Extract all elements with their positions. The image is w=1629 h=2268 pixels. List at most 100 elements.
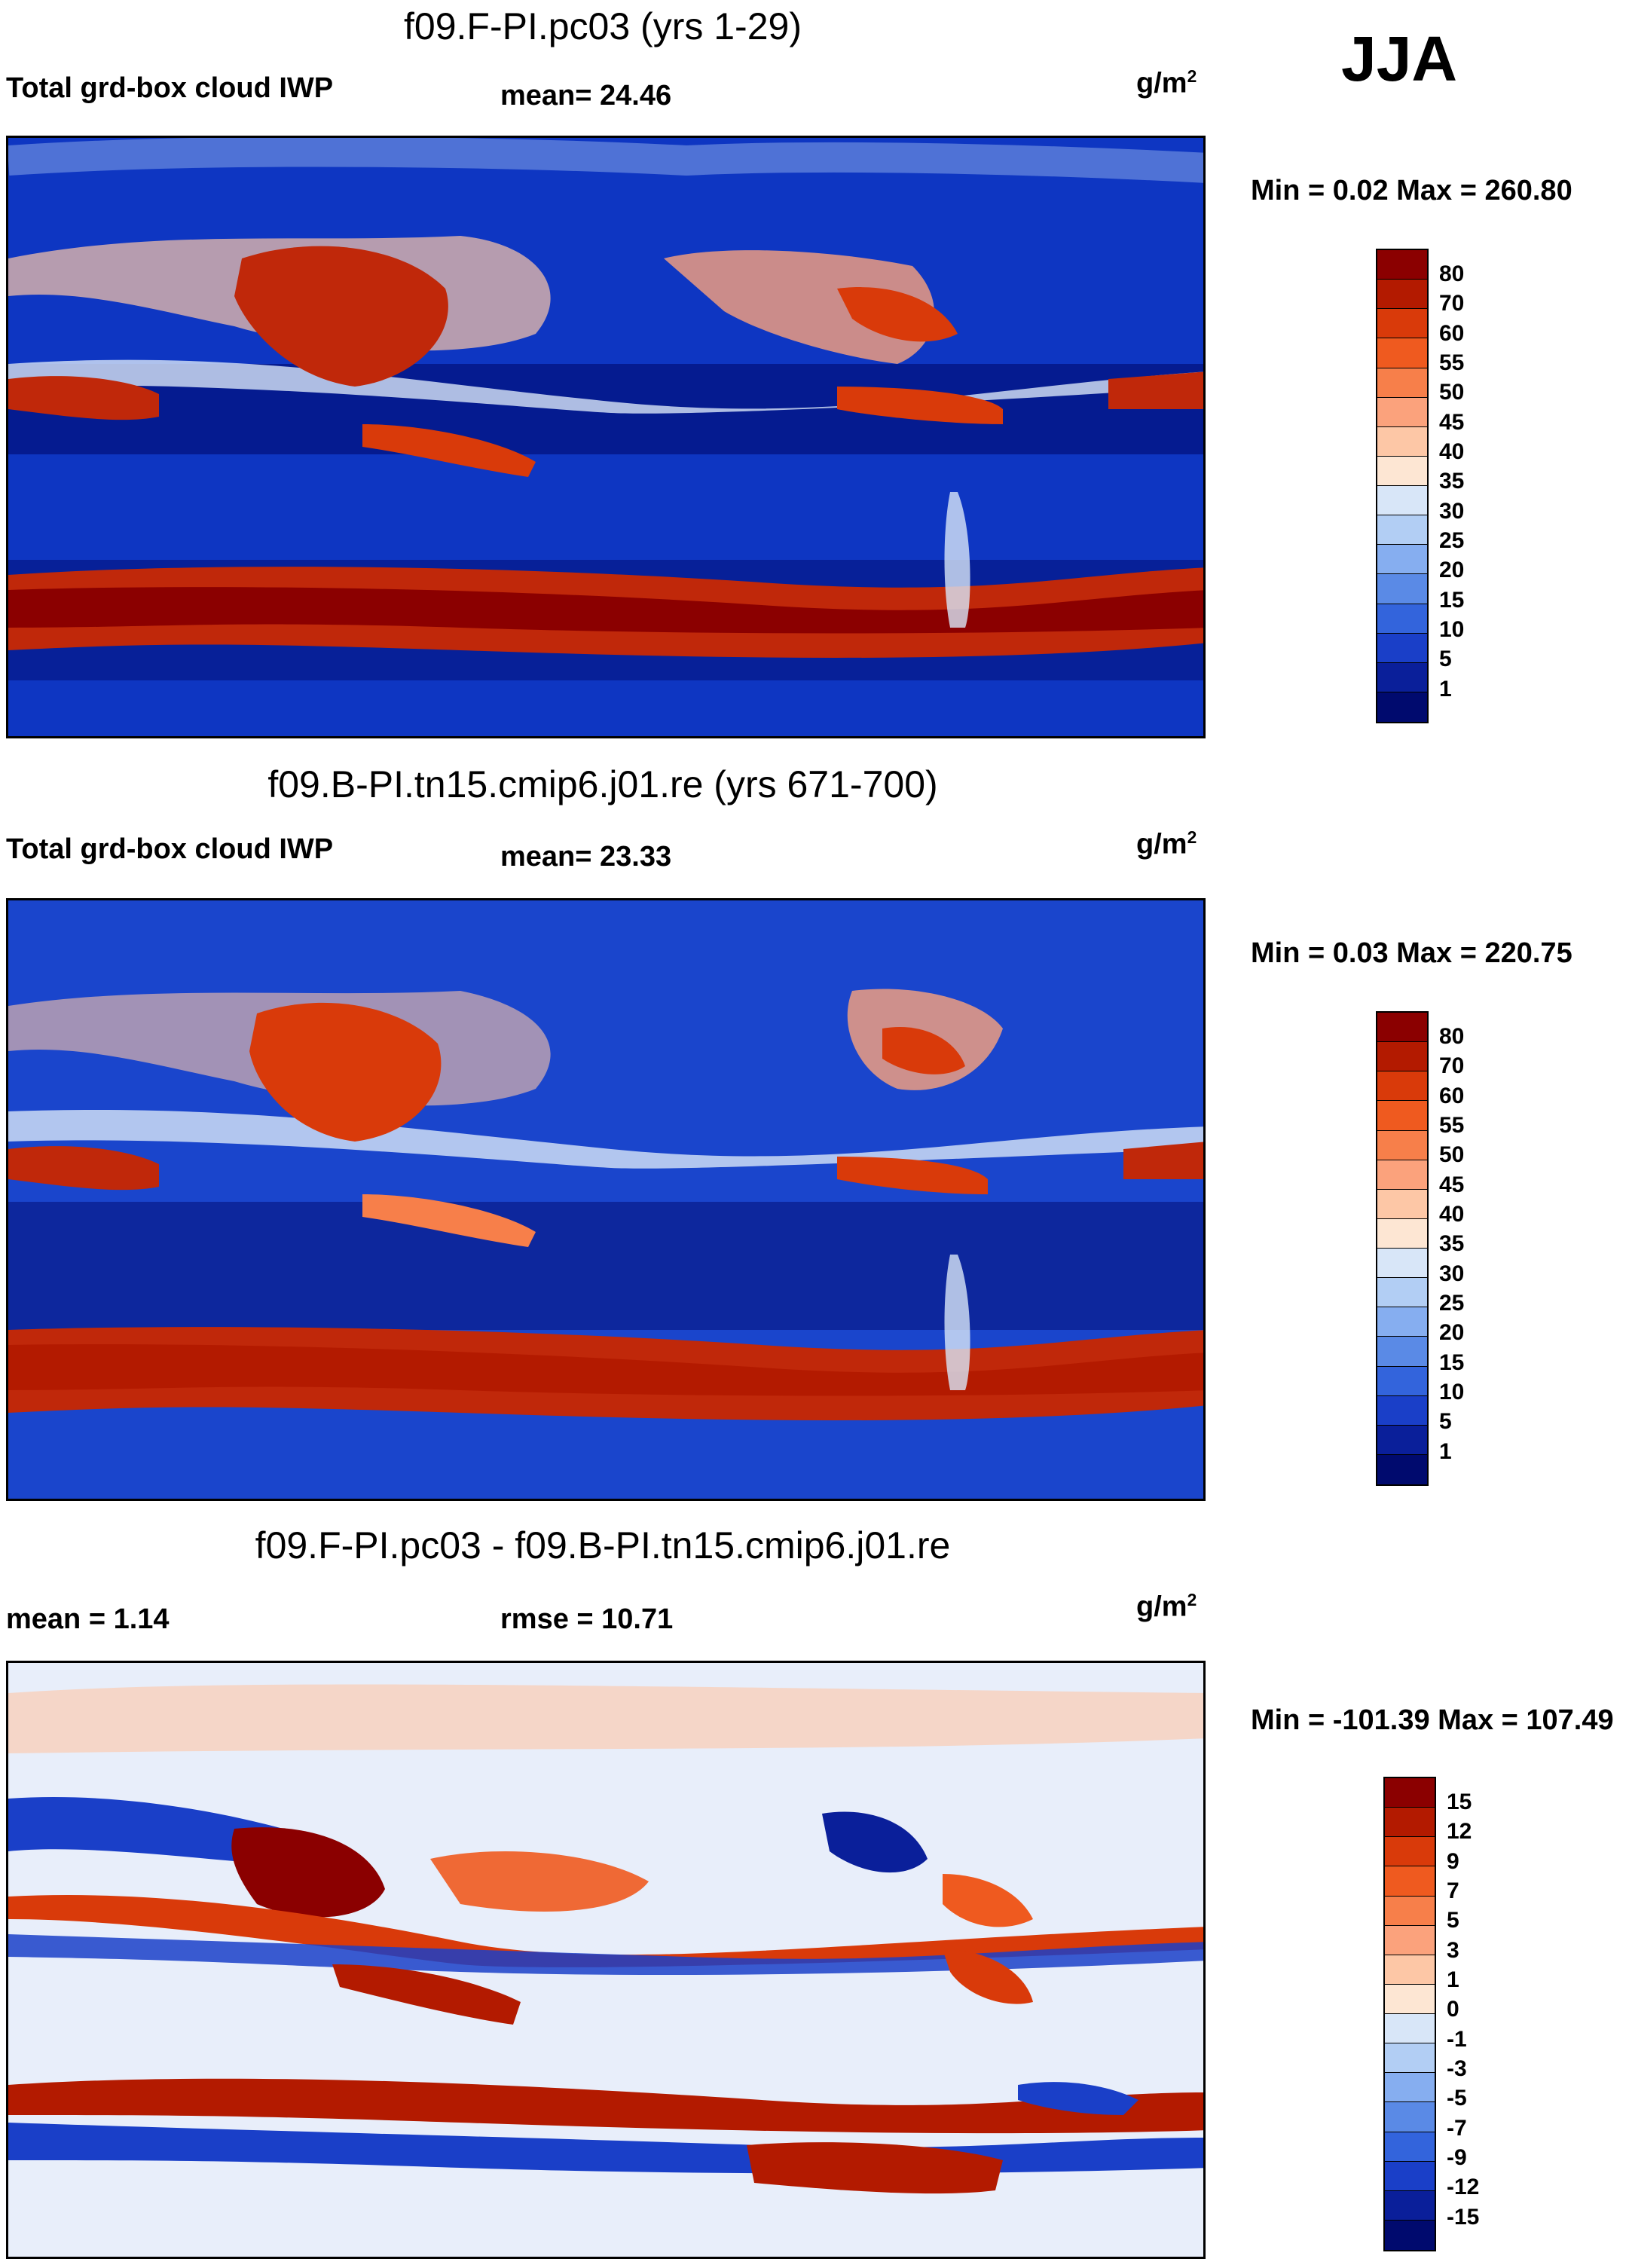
colorbar-swatch — [1385, 2220, 1435, 2250]
colorbar-swatch — [1377, 1307, 1427, 1337]
panel-1-map-field — [8, 138, 1203, 736]
colorbar-tick-label: 5 — [1439, 646, 1452, 671]
colorbar-tick-label: 1 — [1439, 1439, 1452, 1464]
panel-2-units-exp: 2 — [1187, 827, 1197, 847]
panel-1-units-base: g/m — [1136, 67, 1187, 99]
colorbar-swatch — [1385, 1925, 1435, 1955]
colorbar-tick-label: 9 — [1447, 1849, 1459, 1874]
colorbar-tick-label: 15 — [1447, 1790, 1472, 1814]
panel-3-units-base: g/m — [1136, 1591, 1187, 1623]
colorbar-tick-label: 1 — [1447, 1967, 1459, 1992]
colorbar-tick-label: -7 — [1447, 2116, 1467, 2141]
colorbar-swatch — [1377, 397, 1427, 427]
panel-3-units: g/m2 — [1136, 1590, 1197, 1624]
colorbar-swatch — [1385, 1984, 1435, 2014]
colorbar-tick-label: -1 — [1447, 2027, 1467, 2052]
colorbar-swatch — [1385, 2043, 1435, 2074]
colorbar-swatch — [1377, 662, 1427, 692]
colorbar-swatch — [1385, 2073, 1435, 2103]
colorbar-swatch — [1377, 426, 1427, 457]
panel-1-title: f09.F-PI.pc03 (yrs 1-29) — [404, 5, 802, 47]
colorbar-swatch — [1377, 1160, 1427, 1190]
panel-3-rmse-label: rmse = 10.71 — [500, 1603, 674, 1635]
season-label: JJA — [1341, 23, 1458, 94]
colorbar-tick-label: 40 — [1439, 1202, 1465, 1227]
colorbar-swatch — [1377, 486, 1427, 516]
panel-3-units-exp: 2 — [1187, 1590, 1197, 1609]
panel-2-minmax: Min = 0.03 Max = 220.75 — [1251, 937, 1572, 969]
colorbar-tick-label: 15 — [1439, 588, 1465, 613]
colorbar-swatch — [1377, 1249, 1427, 1279]
panel-2-map — [6, 898, 1206, 1501]
colorbar-tick-label: -15 — [1447, 2205, 1480, 2230]
colorbar-tick-label: -3 — [1447, 2056, 1467, 2081]
colorbar-swatch — [1385, 2014, 1435, 2044]
colorbar-swatch — [1377, 1278, 1427, 1308]
panel-3-map — [6, 1661, 1206, 2259]
colorbar-tick-label: 60 — [1439, 1084, 1465, 1108]
colorbar-tick-label: 15 — [1439, 1350, 1465, 1375]
colorbar-swatch — [1377, 633, 1427, 663]
colorbar-tick-label: -9 — [1447, 2145, 1467, 2170]
colorbar-swatch — [1377, 1425, 1427, 1455]
colorbar-tick-label: 80 — [1439, 261, 1465, 286]
colorbar-swatch — [1377, 338, 1427, 368]
panel-1-colorbar — [1376, 249, 1429, 723]
colorbar-swatch — [1385, 1837, 1435, 1867]
colorbar-tick-label: 55 — [1439, 350, 1465, 375]
panel-2-units: g/m2 — [1136, 827, 1197, 861]
colorbar-tick-label: 5 — [1447, 1908, 1459, 1933]
panel-3-mean-label: mean = 1.14 — [6, 1603, 170, 1635]
colorbar-tick-label: 50 — [1439, 380, 1465, 405]
colorbar-swatch — [1377, 1366, 1427, 1396]
panel-2-title: f09.B-PI.tn15.cmip6.j01.re (yrs 671-700) — [267, 763, 938, 805]
colorbar-swatch — [1377, 515, 1427, 546]
panel-2-units-base: g/m — [1136, 828, 1187, 860]
colorbar-swatch — [1385, 2102, 1435, 2132]
colorbar-tick-label: 30 — [1439, 1261, 1465, 1286]
colorbar-swatch — [1377, 574, 1427, 604]
panel-1-minmax: Min = 0.02 Max = 260.80 — [1251, 175, 1572, 206]
colorbar-tick-label: -12 — [1447, 2175, 1480, 2199]
colorbar-tick-label: 70 — [1439, 291, 1465, 316]
colorbar-tick-label: 7 — [1447, 1878, 1459, 1903]
panel-3-minmax: Min = -101.39 Max = 107.49 — [1251, 1704, 1614, 1736]
colorbar-swatch — [1377, 368, 1427, 398]
colorbar-tick-label: 5 — [1439, 1409, 1452, 1434]
colorbar-tick-label: 25 — [1439, 528, 1465, 553]
panel-2-variable-label: Total grd-box cloud IWP — [6, 833, 334, 865]
colorbar-tick-label: 50 — [1439, 1142, 1465, 1167]
panel-1-mean-label: mean= 24.46 — [500, 80, 672, 112]
panel-2-colorbar — [1376, 1011, 1429, 1486]
panel-2-map-field — [8, 900, 1203, 1499]
colorbar-swatch — [1385, 1778, 1435, 1808]
panel-1-colorbar-ticks: 80 70 60 55 50 45 40 35 30 25 20 15 10 5… — [1439, 249, 1514, 723]
colorbar-swatch — [1385, 2132, 1435, 2162]
colorbar-tick-label: 40 — [1439, 439, 1465, 464]
colorbar-swatch — [1377, 280, 1427, 310]
panel-3-colorbar-ticks: 15 12 9 7 5 3 1 0 -1 -3 -5 -7 -9 -12 -15 — [1447, 1777, 1522, 2251]
colorbar-tick-label: 45 — [1439, 410, 1465, 435]
colorbar-swatch — [1385, 1955, 1435, 1985]
colorbar-tick-label: 60 — [1439, 321, 1465, 346]
colorbar-tick-label: 35 — [1439, 469, 1465, 494]
colorbar-swatch — [1385, 2190, 1435, 2221]
colorbar-swatch — [1377, 1189, 1427, 1219]
panel-1-variable-label: Total grd-box cloud IWP — [6, 72, 334, 104]
panel-3-title: f09.F-PI.pc03 - f09.B-PI.tn15.cmip6.j01.… — [255, 1524, 951, 1567]
colorbar-swatch — [1377, 1071, 1427, 1102]
colorbar-tick-label: -5 — [1447, 2086, 1467, 2111]
colorbar-tick-label: 20 — [1439, 1320, 1465, 1345]
colorbar-swatch — [1377, 692, 1427, 722]
colorbar-swatch — [1385, 1808, 1435, 1838]
colorbar-swatch — [1385, 1866, 1435, 1897]
colorbar-tick-label: 1 — [1439, 677, 1452, 701]
colorbar-swatch — [1377, 1337, 1427, 1367]
colorbar-tick-label: 10 — [1439, 1380, 1465, 1405]
colorbar-swatch — [1377, 545, 1427, 575]
panel-1-units: g/m2 — [1136, 66, 1197, 100]
colorbar-tick-label: 70 — [1439, 1053, 1465, 1078]
colorbar-swatch — [1377, 250, 1427, 280]
colorbar-tick-label: 3 — [1447, 1938, 1459, 1963]
colorbar-swatch — [1377, 1130, 1427, 1160]
